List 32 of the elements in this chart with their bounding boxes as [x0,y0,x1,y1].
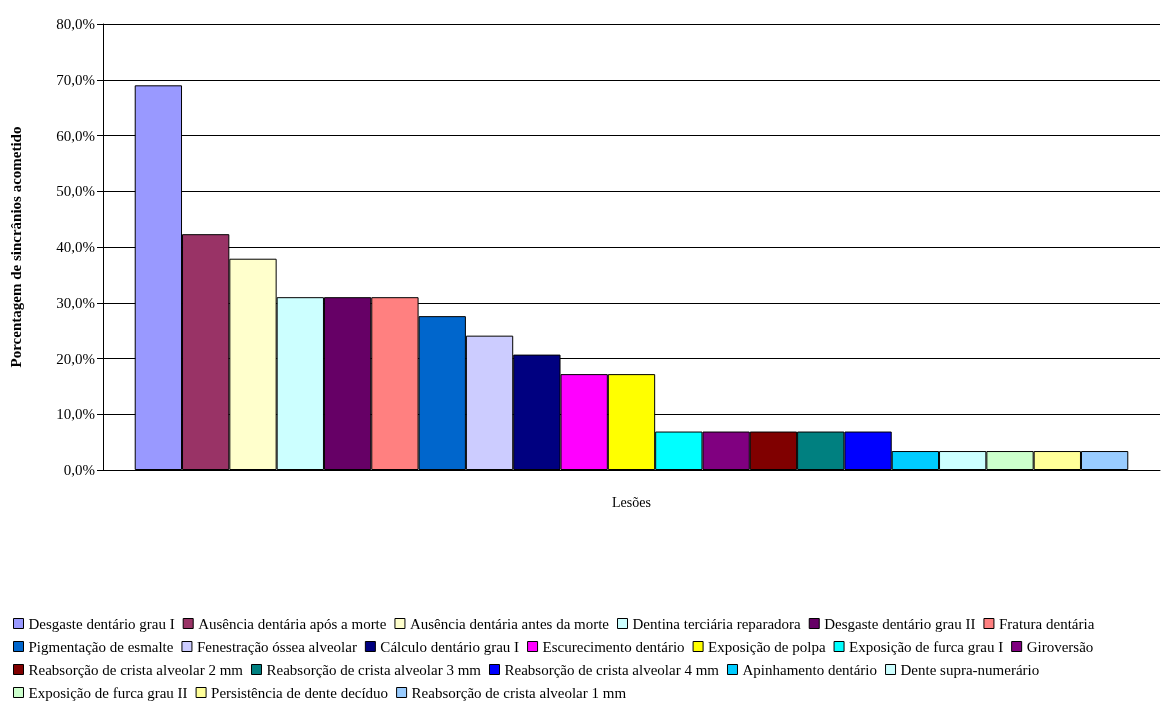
y-tick-label: 70,0% [56,71,95,88]
legend-label: Ausência dentária após a morte [198,615,387,632]
legend-label: Reabsorção de crista alveolar 2 mm [28,661,244,678]
y-tick-label: 40,0% [56,239,95,255]
x-axis-title: Lesões [612,494,651,510]
y-tick-label: 30,0% [56,294,95,311]
legend-label: Ausência dentária antes da morte [409,615,610,632]
legend-label: Exposição de furca grau II [28,684,188,701]
legend-label: Dentina terciária reparadora [632,615,802,632]
y-tick-label: 50,0% [56,183,95,200]
legend-label: Dente supra-numerário [900,661,1040,678]
legend-label: Exposição de furca grau I [849,638,1004,655]
legend-label: Fratura dentária [998,615,1095,632]
legend-label: Giroversão [1026,638,1094,655]
y-tick-label: 10,0% [56,406,95,423]
legend-label: Apinhamento dentário [742,661,878,678]
legend-label: Exposição de polpa [708,638,826,655]
legend-label: Fenestração óssea alveolar [196,638,357,655]
legend-label: Persistência de dente decíduo [211,684,389,701]
legend-label: Pigmentação de esmalte [28,638,174,655]
y-tick-label: 20,0% [56,350,95,367]
legend-label: Desgaste dentário grau II [824,615,976,632]
y-axis-title: Porcentagem de sincrânios acometido [7,126,24,368]
y-tick-label: 80,0% [56,16,95,32]
y-tick-label: 0,0% [63,462,95,478]
legend-label: Reabsorção de crista alveolar 1 mm [411,684,627,701]
legend-label: Reabsorção de crista alveolar 4 mm [504,661,720,678]
legend-label: Reabsorção de crista alveolar 3 mm [266,661,482,678]
legend-label: Cálculo dentário grau I [380,638,520,655]
legend-label: Desgaste dentário grau I [28,615,175,632]
legend-label: Escurecimento dentário [542,638,685,655]
y-tick-label: 60,0% [56,127,95,144]
